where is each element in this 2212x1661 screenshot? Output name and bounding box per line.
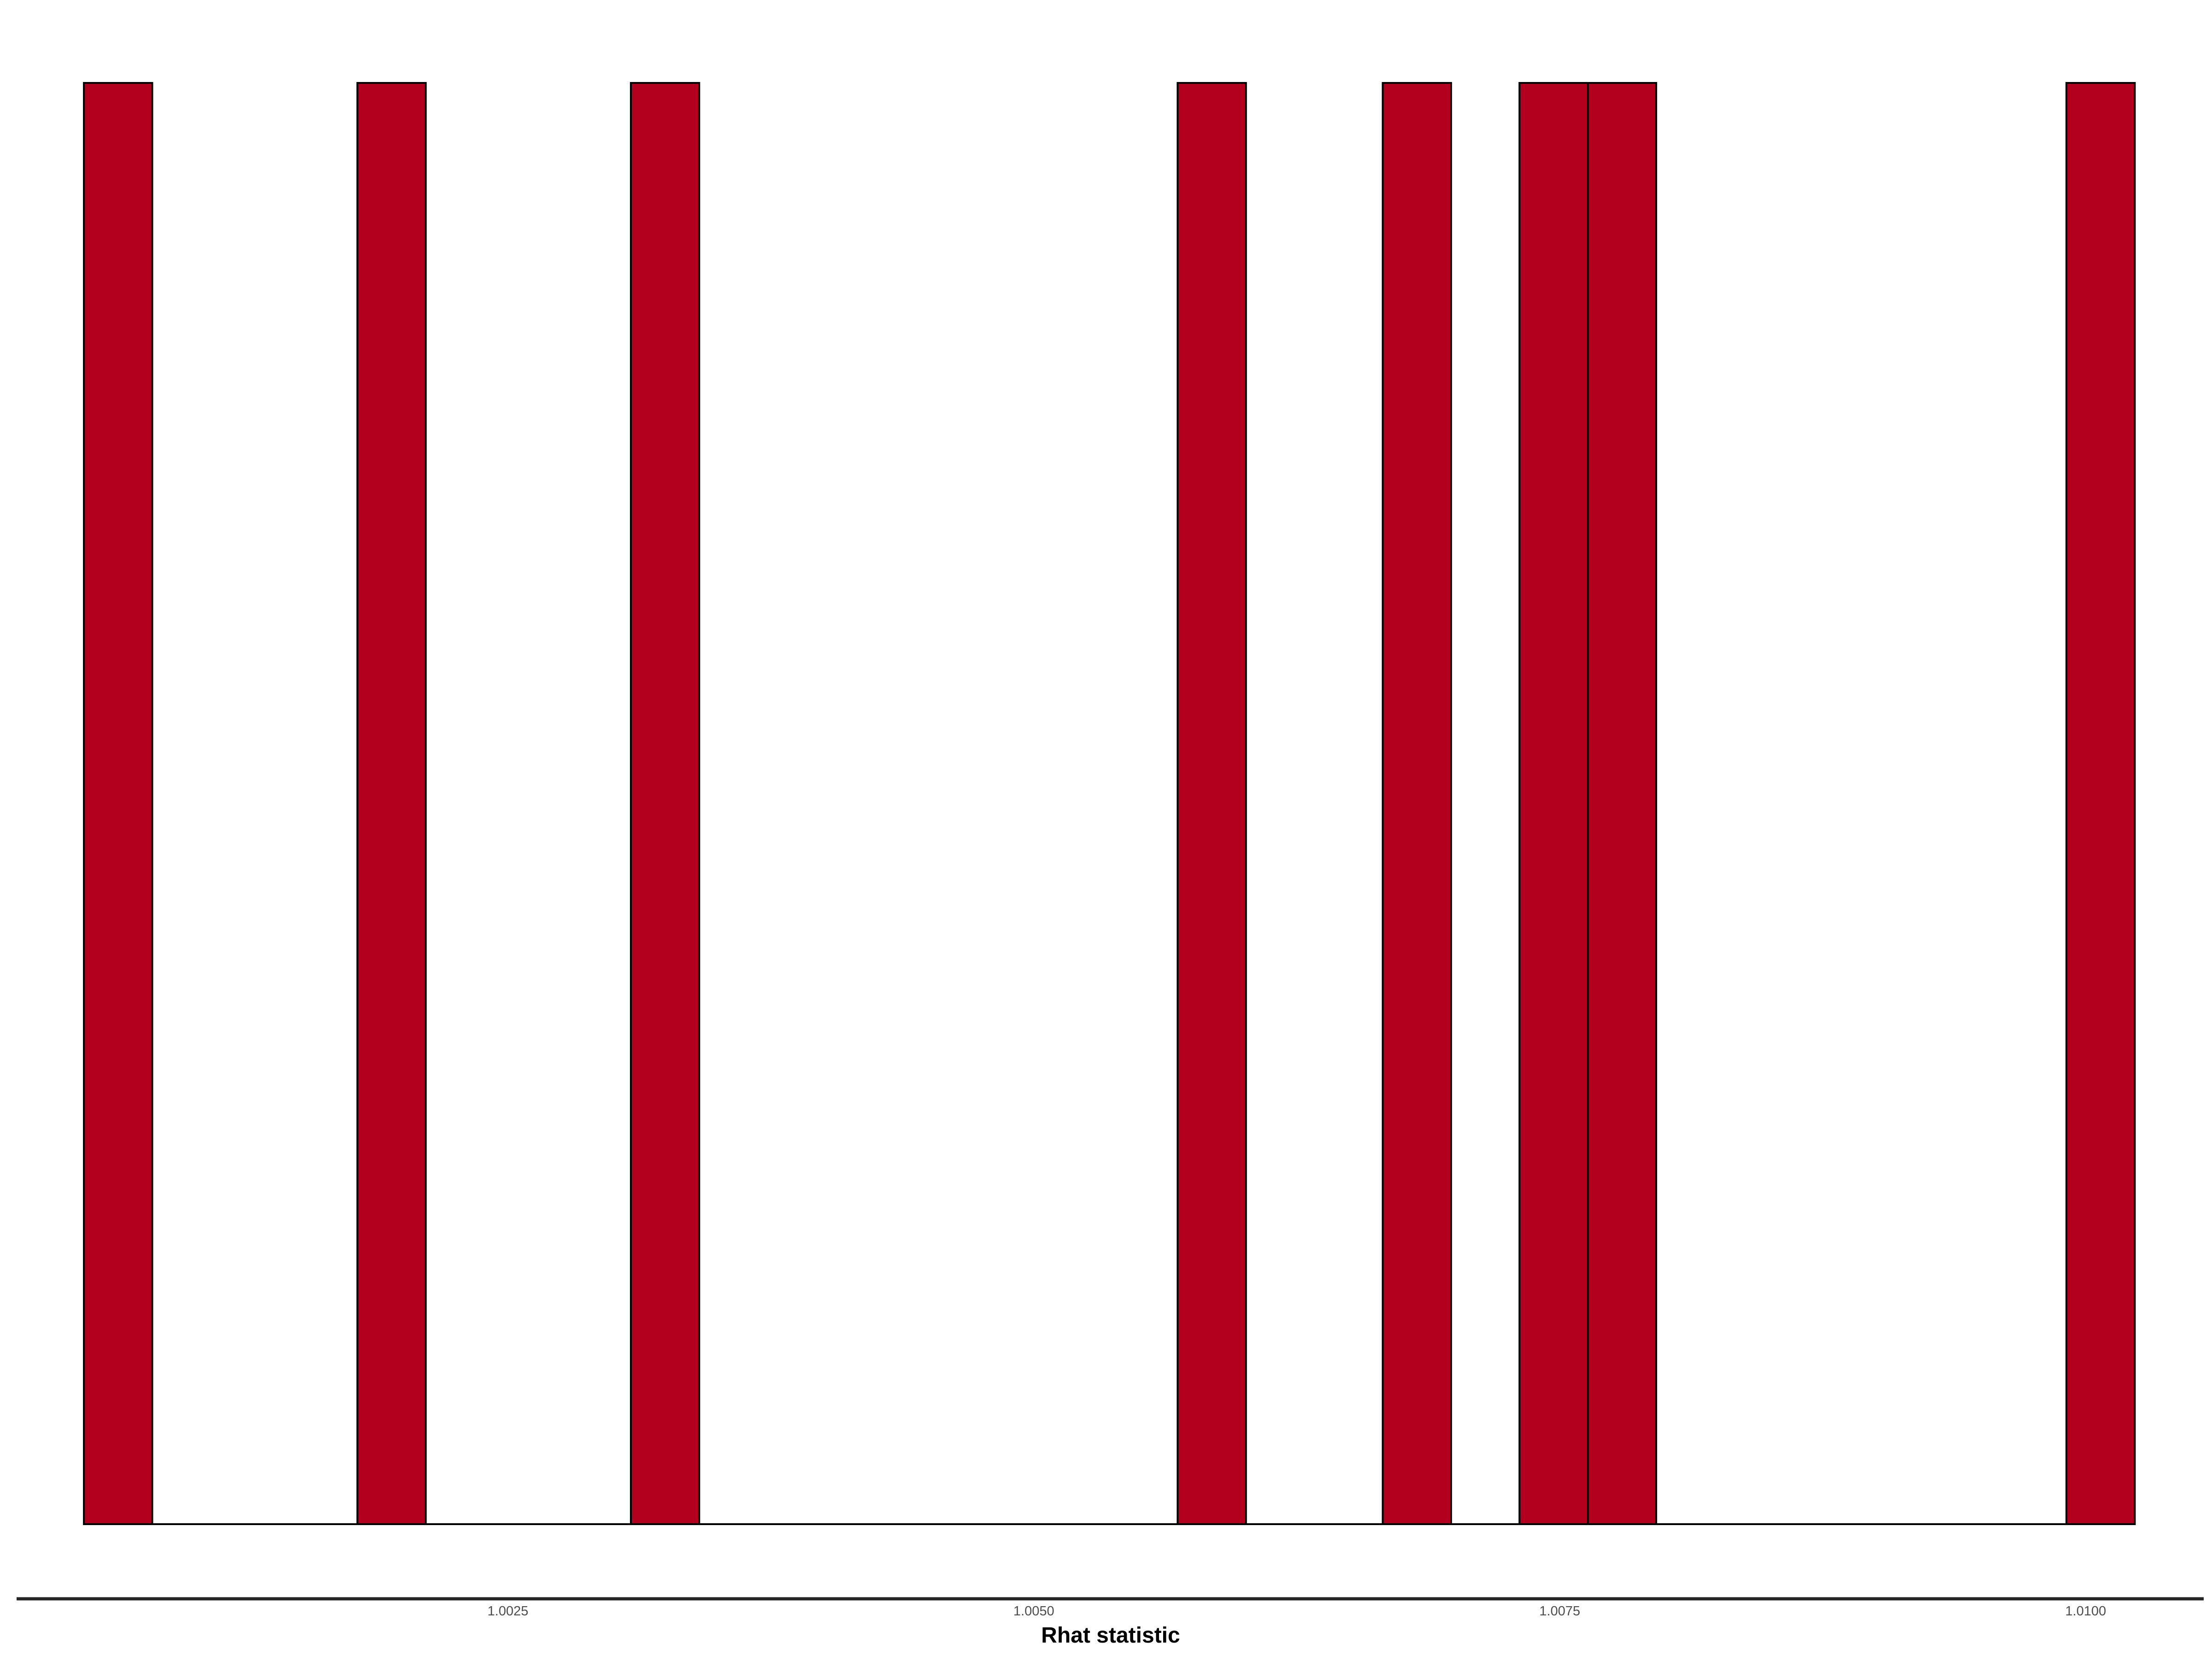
histogram-bar-8 <box>2065 82 2136 1525</box>
histogram-bar-4 <box>1177 82 1247 1525</box>
histogram-bar-7 <box>1587 82 1657 1525</box>
x-tick-label: 1.0075 <box>1539 1604 1580 1619</box>
histogram-bar-1 <box>83 82 153 1525</box>
histogram-bar-3 <box>629 82 700 1525</box>
x-tick-label: 1.0050 <box>1013 1604 1054 1619</box>
histogram-bar-2 <box>356 82 427 1525</box>
x-axis-title: Rhat statistic <box>1041 1623 1180 1648</box>
x-axis-ticks: 1.0025 1.0050 1.0075 1.0100 <box>488 1604 2106 1619</box>
histogram-bar-6 <box>1518 82 1589 1525</box>
x-tick-label: 1.0025 <box>488 1604 529 1619</box>
bars-layer <box>83 82 2136 1525</box>
histogram-bar-5 <box>1382 82 1452 1525</box>
x-tick-label: 1.0100 <box>2065 1604 2106 1619</box>
